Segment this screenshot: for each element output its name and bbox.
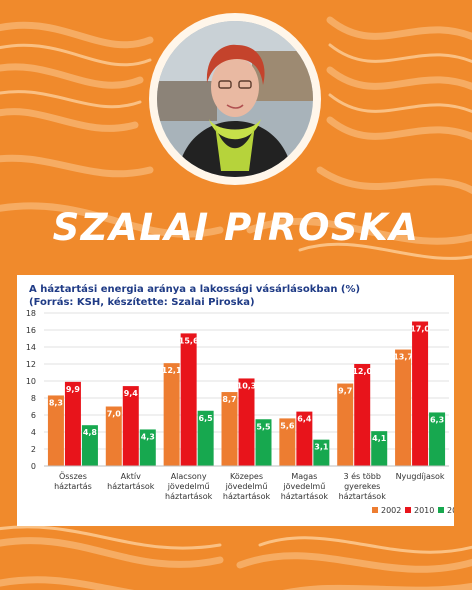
category-label: Közepes xyxy=(230,472,263,481)
bar-2010 xyxy=(412,321,429,466)
data-label: 7,0 xyxy=(107,410,122,419)
chart-title: A háztartási energia aránya a lakossági … xyxy=(29,284,449,309)
data-label: 9,7 xyxy=(338,387,352,396)
y-tick-label: 10 xyxy=(26,377,36,386)
category-label: Nyugdíjasok xyxy=(396,472,445,481)
data-label: 9,9 xyxy=(66,385,81,394)
bar-2002 xyxy=(163,363,180,466)
bar-2024 xyxy=(313,439,330,466)
data-label: 8,7 xyxy=(222,395,236,404)
bar-2024 xyxy=(81,425,98,466)
person-name: SZALAI PIROSKA xyxy=(52,206,420,249)
chart-title-line-2: (Forrás: KSH, készítette: Szalai Piroska… xyxy=(29,296,255,308)
y-tick-label: 4 xyxy=(31,428,36,437)
y-tick-label: 12 xyxy=(26,360,36,369)
y-tick-label: 16 xyxy=(26,326,36,335)
y-tick-label: 14 xyxy=(26,343,36,352)
data-label: 10,3 xyxy=(237,381,257,390)
category-label: háztartások xyxy=(165,492,213,501)
bar-2010 xyxy=(238,378,255,466)
bar-2002 xyxy=(221,392,238,466)
category-label: Magas xyxy=(291,472,317,481)
bar-2002 xyxy=(395,349,412,466)
data-label: 15,6 xyxy=(179,336,199,345)
category-label: jövedelmű xyxy=(225,482,268,491)
category-label: háztartások xyxy=(107,482,155,491)
legend-swatch-2002 xyxy=(372,507,378,513)
data-label: 13,7 xyxy=(393,353,413,362)
data-label: 12,1 xyxy=(162,366,182,375)
category-label: Aktív xyxy=(121,472,141,481)
legend-label: 2024 xyxy=(447,506,454,515)
data-label: 5,5 xyxy=(256,422,271,431)
category-label: Összes xyxy=(59,471,87,481)
chart-card: 0 2 4 6 8 10 12 14 16 18 8,3 9,9 4,8 Összes háztartás 7… xyxy=(17,275,454,526)
legend-label: 2010 xyxy=(414,506,434,515)
data-label: 4,1 xyxy=(372,434,387,443)
data-label: 17,0 xyxy=(410,325,430,334)
bar-2024 xyxy=(429,412,446,466)
category-label: háztartások xyxy=(223,492,271,501)
data-label: 6,4 xyxy=(297,415,312,424)
bar-2002 xyxy=(47,395,64,466)
data-label: 4,8 xyxy=(83,428,98,437)
data-label: 6,5 xyxy=(199,414,214,423)
bar-2002 xyxy=(279,418,296,466)
data-label: 4,3 xyxy=(141,432,155,441)
legend-swatch-2024 xyxy=(438,507,444,513)
bar-2010 xyxy=(180,333,197,466)
bar-2002 xyxy=(337,383,354,466)
category-label: háztartások xyxy=(281,492,329,501)
bar-2024 xyxy=(197,410,214,466)
bar-2010 xyxy=(64,381,81,466)
chart-title-line-1: A háztartási energia aránya a lakossági … xyxy=(29,284,361,295)
category-label: háztartás xyxy=(54,482,92,491)
bar-2024 xyxy=(255,419,272,466)
category-label: 3 és több xyxy=(343,471,380,481)
legend-label: 2002 xyxy=(381,506,401,515)
category-label: gyerekes xyxy=(344,482,380,491)
y-tick-label: 2 xyxy=(31,445,36,454)
y-tick-label: 0 xyxy=(31,462,36,471)
bar-2024 xyxy=(139,429,156,466)
bar-2010 xyxy=(296,411,313,466)
data-label: 8,3 xyxy=(49,398,63,407)
y-tick-label: 18 xyxy=(26,309,36,318)
category-label: jövedelmű xyxy=(167,482,210,491)
bar-2010 xyxy=(122,386,139,466)
portrait-photo xyxy=(157,21,313,177)
bar-2010 xyxy=(354,364,371,466)
legend-swatch-2010 xyxy=(405,507,411,513)
data-label: 6,3 xyxy=(430,415,444,424)
data-label: 3,1 xyxy=(314,443,329,452)
data-label: 9,4 xyxy=(124,389,139,398)
y-tick-label: 6 xyxy=(31,411,36,420)
bar-2024 xyxy=(371,431,388,466)
bar-2002 xyxy=(105,406,122,466)
data-label: 12,0 xyxy=(352,367,372,376)
category-label: háztartások xyxy=(339,492,387,501)
category-label: Alacsony xyxy=(171,472,207,481)
category-label: jövedelmű xyxy=(282,482,325,491)
data-label: 5,6 xyxy=(280,421,295,430)
y-tick-label: 8 xyxy=(31,394,36,403)
